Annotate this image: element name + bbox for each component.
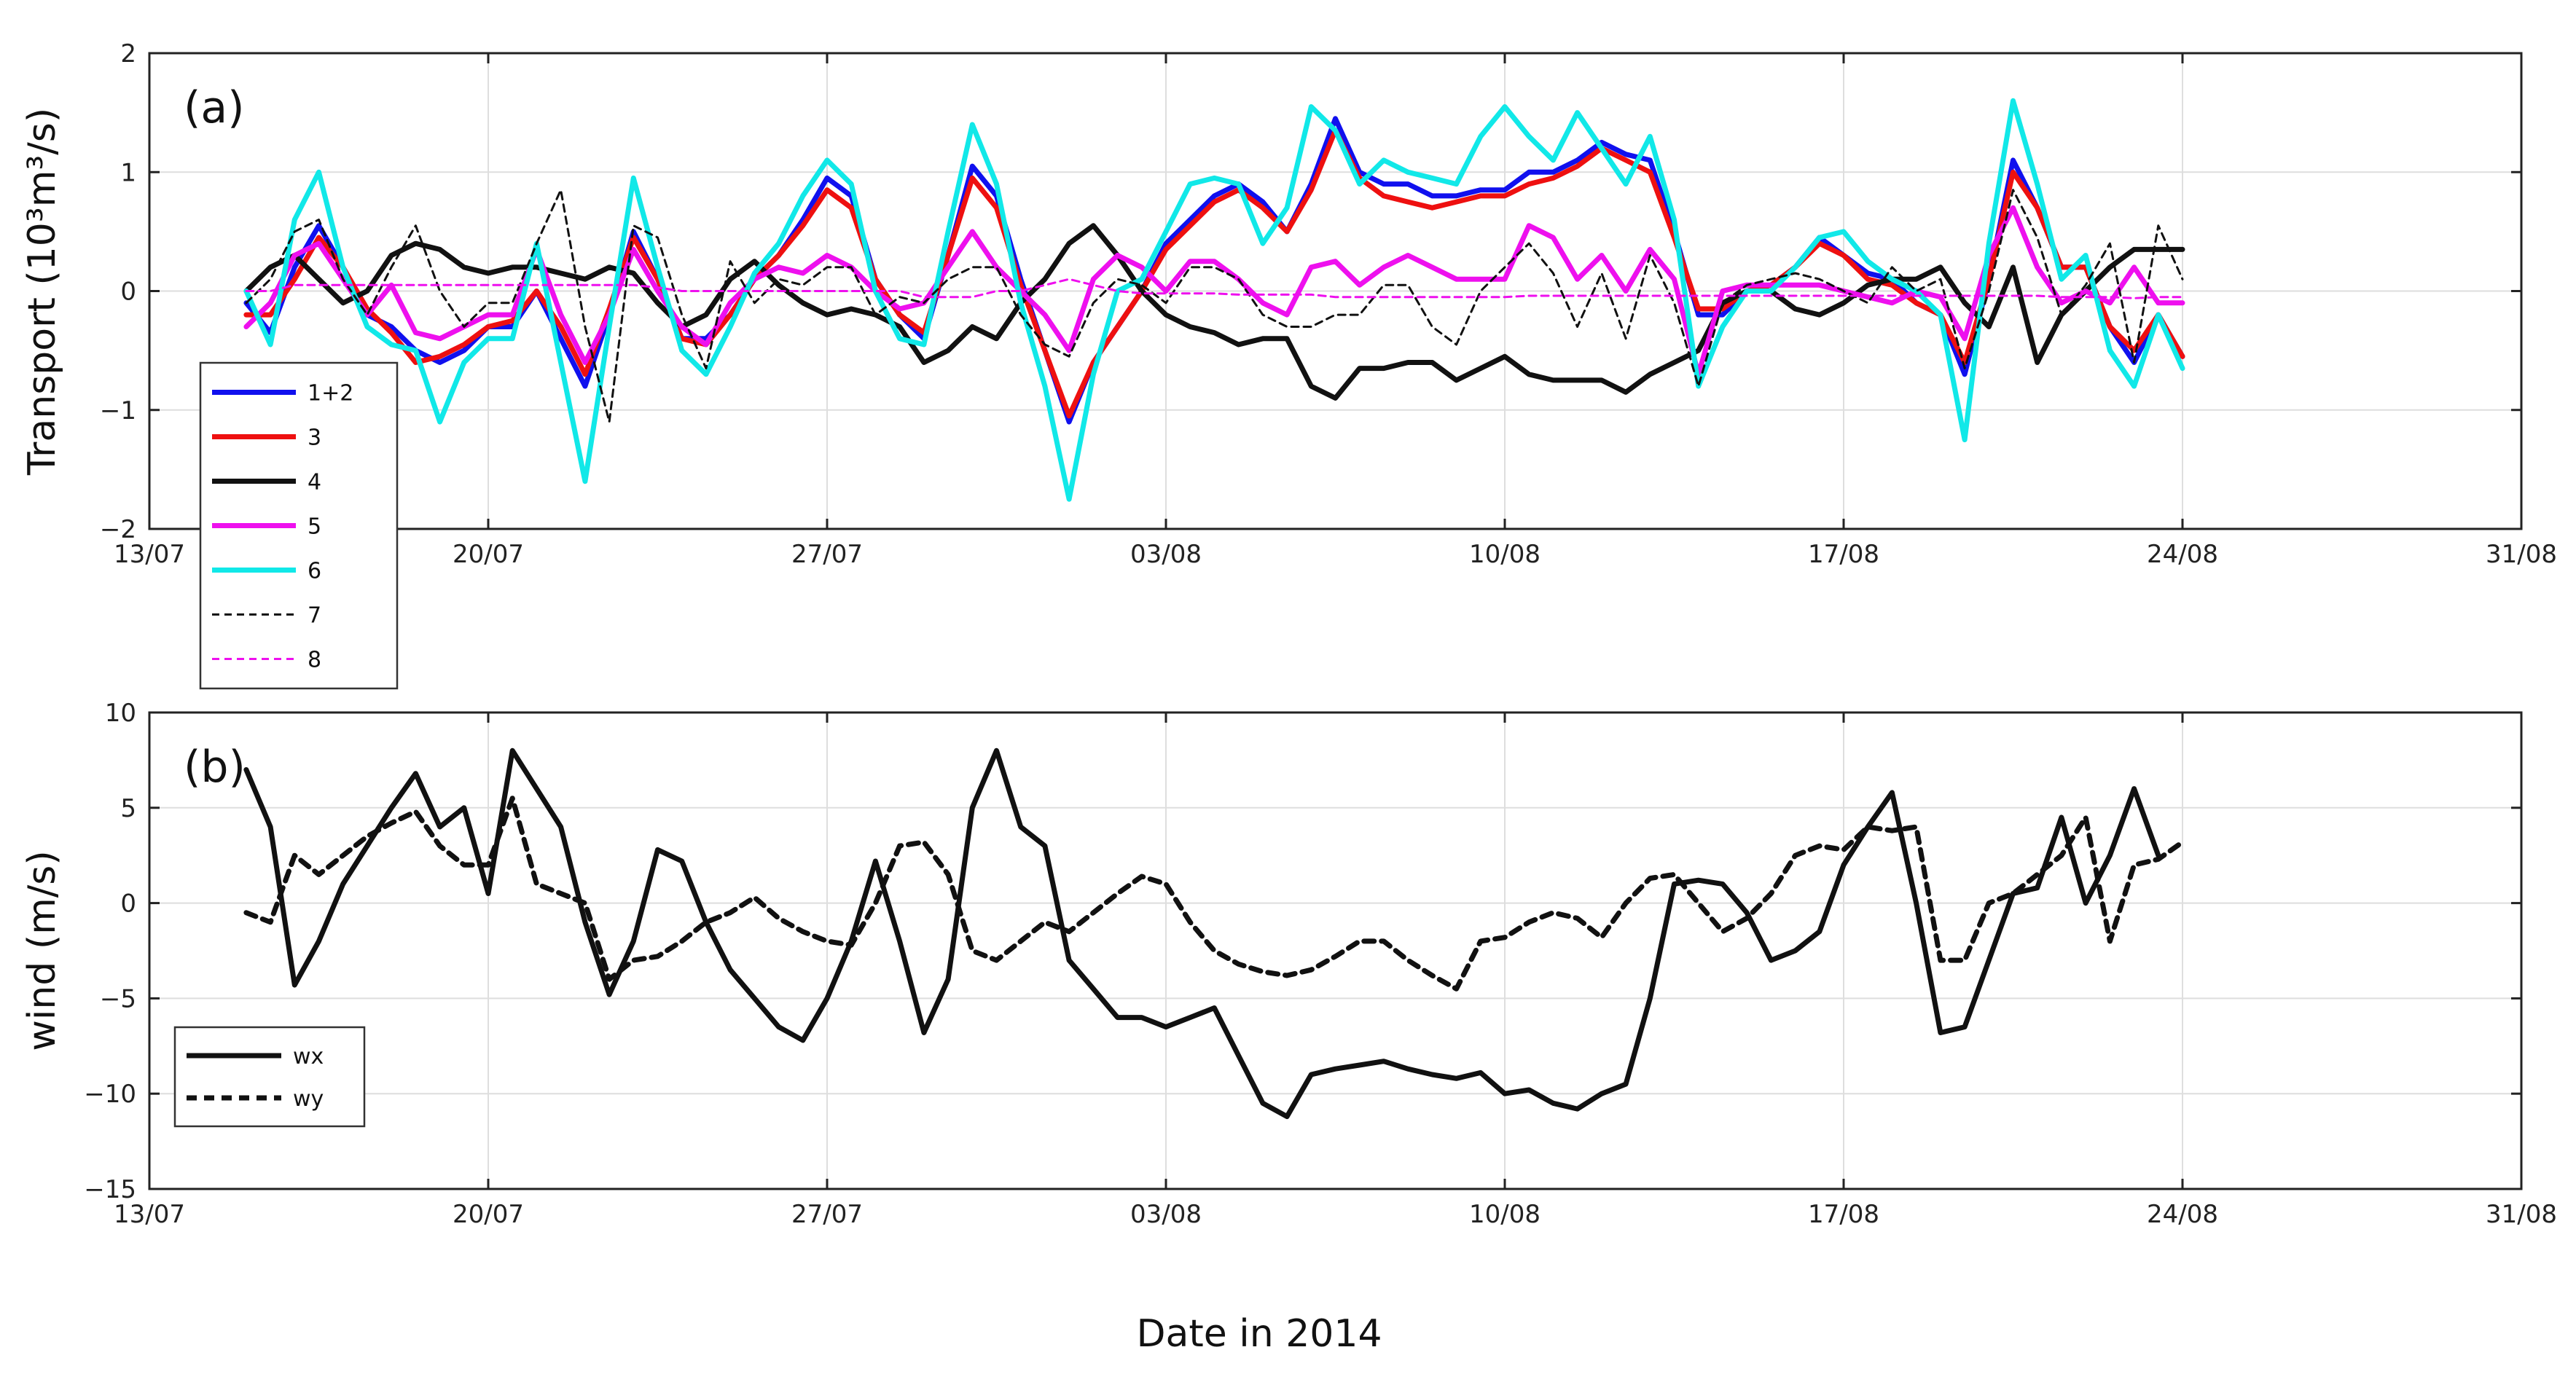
x-tick-label: 03/08 — [1130, 540, 1202, 569]
y-tick-label: 0 — [120, 890, 136, 919]
x-tick-label: 10/08 — [1469, 540, 1540, 569]
x-tick-label: 20/07 — [453, 1200, 524, 1229]
series-line-3 — [243, 127, 2185, 419]
series-line-8 — [245, 278, 2184, 299]
legend-label: 6 — [308, 559, 321, 584]
legend-label: wy — [293, 1086, 324, 1112]
x-tick-label: 13/07 — [114, 1200, 185, 1229]
series-line-6 — [243, 98, 2185, 502]
panel-b-y-ticks: −15 −10 −5 0 5 10 — [84, 699, 2521, 1204]
panel-b-series — [243, 747, 2185, 1120]
legend-label: 4 — [308, 470, 321, 495]
x-tick-label: 20/07 — [453, 540, 524, 569]
panel-b-wind: 13/07 20/07 27/07 03/08 10/08 17/08 24/08 31/08… — [20, 699, 2557, 1229]
panel-a-y-axis-label: Transport (10³m³/s) — [20, 108, 64, 476]
y-tick-label: −1 — [100, 396, 136, 425]
y-tick-label: 2 — [120, 39, 136, 68]
x-axis-label: Date in 2014 — [1136, 1312, 1382, 1356]
x-tick-label: 24/08 — [2147, 1200, 2218, 1229]
x-tick-label: 31/08 — [2486, 540, 2557, 569]
series-line-wx — [243, 747, 2161, 1120]
y-tick-label: 0 — [120, 278, 136, 307]
y-tick-label: 5 — [120, 794, 136, 823]
legend-label: 8 — [308, 648, 321, 673]
series-line-1-2 — [243, 116, 2185, 425]
series-line-4 — [243, 223, 2185, 401]
y-tick-label: −2 — [100, 515, 136, 544]
panel-a-series — [243, 98, 2185, 502]
legend-label: 1+2 — [308, 381, 353, 407]
x-tick-label: 27/07 — [791, 1200, 863, 1229]
x-tick-label: 13/07 — [114, 540, 185, 569]
x-tick-label: 10/08 — [1469, 1200, 1540, 1229]
series-line-5 — [243, 205, 2185, 377]
panel-b-x-ticks: 13/07 20/07 27/07 03/08 10/08 17/08 24/08 31/08 — [114, 712, 2557, 1229]
x-tick-label: 17/08 — [1808, 540, 1879, 569]
x-tick-label: 27/07 — [791, 540, 863, 569]
panel-a-y-ticks: −2 −1 0 1 2 — [100, 39, 2521, 544]
panel-a-label: (a) — [184, 82, 245, 133]
panel-a-legend: 1+2 3 4 5 6 7 8 — [199, 361, 399, 690]
panel-a-transport: 13/07 20/07 27/07 03/08 10/08 17/08 24/08 31/08… — [20, 39, 2557, 690]
legend-label: wx — [293, 1044, 324, 1069]
series-line-7 — [245, 189, 2184, 423]
y-tick-label: 10 — [105, 699, 136, 728]
panel-b-legend: wx wy — [173, 1026, 366, 1128]
x-tick-label: 17/08 — [1808, 1200, 1879, 1229]
panel-b-grid — [149, 712, 2521, 1189]
legend-label: 7 — [308, 603, 321, 629]
x-tick-label: 31/08 — [2486, 1200, 2557, 1229]
panel-a-x-ticks: 13/07 20/07 27/07 03/08 10/08 17/08 24/08 31/08 — [114, 53, 2557, 569]
panel-b-label: (b) — [184, 742, 246, 793]
x-tick-label: 03/08 — [1130, 1200, 1202, 1229]
x-tick-label: 24/08 — [2147, 540, 2218, 569]
legend-label: 3 — [308, 425, 321, 451]
legend-box — [173, 1026, 366, 1128]
y-tick-label: −15 — [84, 1175, 136, 1204]
series-line-wy — [243, 796, 2185, 992]
panel-b-y-axis-label: wind (m/s) — [20, 850, 64, 1051]
y-tick-label: 1 — [120, 158, 136, 187]
y-tick-label: −5 — [100, 984, 136, 1013]
panel-b-axes-frame — [148, 711, 2523, 1190]
legend-label: 5 — [308, 514, 321, 540]
panel-b-plot-area — [149, 712, 2521, 1189]
y-tick-label: −10 — [84, 1080, 136, 1109]
